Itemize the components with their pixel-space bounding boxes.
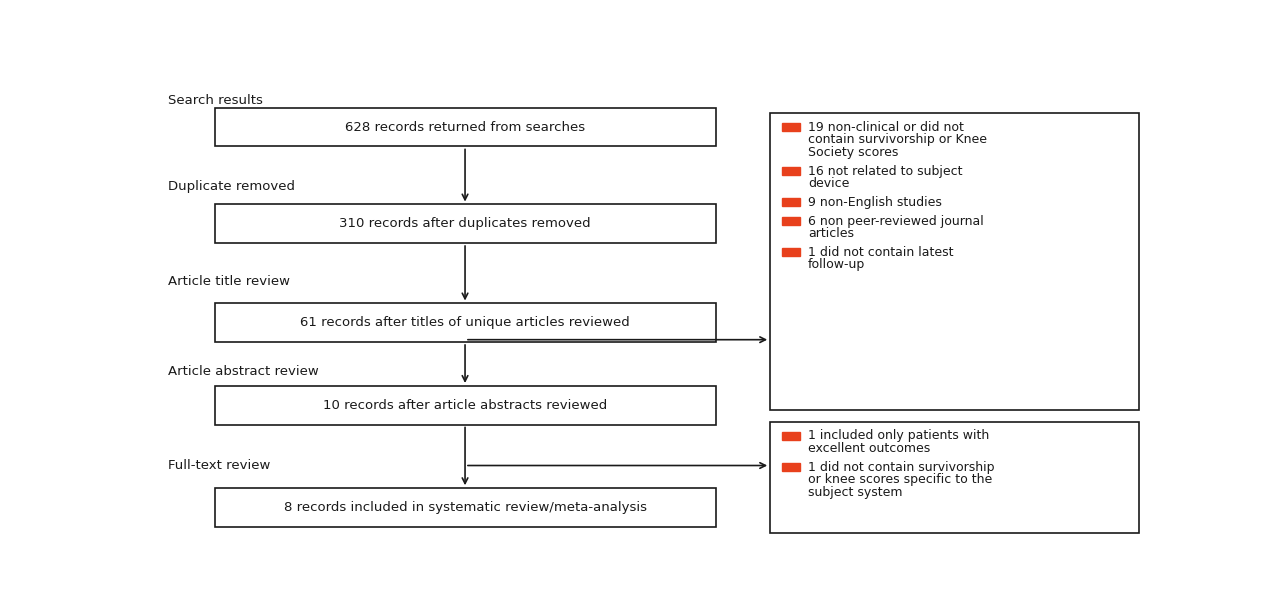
Text: follow-up: follow-up: [808, 258, 865, 271]
Bar: [771, 422, 1139, 533]
Text: 8 records included in systematic review/meta-analysis: 8 records included in systematic review/…: [284, 501, 646, 514]
Bar: [782, 432, 800, 440]
Text: excellent outcomes: excellent outcomes: [808, 442, 931, 455]
Text: Article abstract review: Article abstract review: [168, 365, 319, 378]
Text: 9 non-English studies: 9 non-English studies: [808, 196, 942, 209]
Bar: [782, 248, 800, 256]
Bar: [215, 386, 716, 425]
Text: 6 non peer-reviewed journal: 6 non peer-reviewed journal: [808, 215, 983, 228]
Text: Search results: Search results: [168, 94, 262, 107]
Text: 61 records after titles of unique articles reviewed: 61 records after titles of unique articl…: [301, 316, 630, 329]
Text: 628 records returned from searches: 628 records returned from searches: [346, 121, 585, 133]
Text: 1 included only patients with: 1 included only patients with: [808, 430, 989, 442]
Bar: [771, 113, 1139, 411]
Bar: [215, 108, 716, 146]
Text: Full-text review: Full-text review: [168, 459, 270, 472]
Text: device: device: [808, 177, 849, 190]
Bar: [782, 217, 800, 225]
Bar: [782, 198, 800, 206]
Text: 16 not related to subject: 16 not related to subject: [808, 165, 963, 177]
Text: contain survivorship or Knee: contain survivorship or Knee: [808, 133, 987, 146]
Bar: [215, 304, 716, 342]
Bar: [215, 488, 716, 527]
Bar: [782, 463, 800, 471]
Text: 1 did not contain survivorship: 1 did not contain survivorship: [808, 461, 995, 474]
Text: Society scores: Society scores: [808, 146, 899, 159]
Bar: [215, 204, 716, 243]
Bar: [782, 167, 800, 175]
Text: 19 non-clinical or did not: 19 non-clinical or did not: [808, 121, 964, 134]
Text: 1 did not contain latest: 1 did not contain latest: [808, 246, 954, 259]
Bar: [782, 123, 800, 132]
Text: subject system: subject system: [808, 486, 902, 499]
Text: Duplicate removed: Duplicate removed: [168, 180, 294, 193]
Text: 10 records after article abstracts reviewed: 10 records after article abstracts revie…: [323, 398, 607, 412]
Text: or knee scores specific to the: or knee scores specific to the: [808, 473, 992, 486]
Text: 310 records after duplicates removed: 310 records after duplicates removed: [339, 217, 591, 230]
Text: articles: articles: [808, 227, 854, 240]
Text: Article title review: Article title review: [168, 275, 291, 288]
